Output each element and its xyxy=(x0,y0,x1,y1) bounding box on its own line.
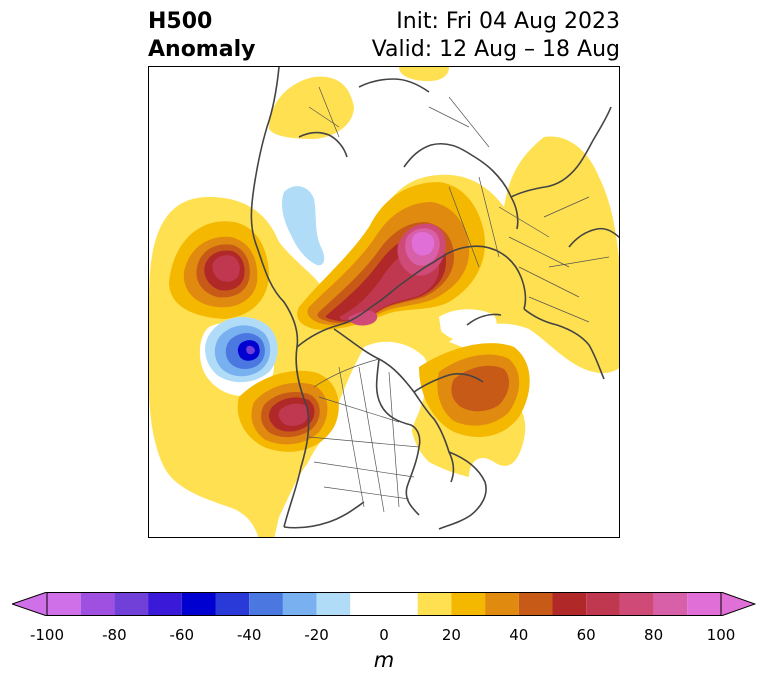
coastlines xyxy=(250,67,619,530)
colorbar-bin xyxy=(350,592,418,616)
colorbar-tick-label: 80 xyxy=(644,626,664,644)
colorbar xyxy=(10,591,757,617)
colorbar-bin xyxy=(586,592,620,616)
colorbar-tick-label: -80 xyxy=(102,626,127,644)
colorbar-bin xyxy=(451,592,486,616)
colorbar-bin xyxy=(619,592,654,616)
colorbar-bin xyxy=(47,592,81,616)
colorbar-bin xyxy=(552,592,587,616)
title-right: Init: Fri 04 Aug 2023 Valid: 12 Aug – 18… xyxy=(372,8,620,64)
title-field: Anomaly xyxy=(148,37,256,62)
colorbar-tick-label: -60 xyxy=(169,626,195,644)
colorbar-unit-label: m xyxy=(373,648,395,672)
colorbar-tick-label: -20 xyxy=(304,626,329,644)
colorbar-bin xyxy=(518,592,553,616)
colorbar-tick-label: 0 xyxy=(379,626,389,644)
init-date: Init: Fri 04 Aug 2023 xyxy=(396,9,620,34)
contour-fill-90 xyxy=(411,232,435,256)
colorbar-bin xyxy=(215,592,250,616)
colorbar-tick-label: 100 xyxy=(706,626,736,644)
colorbar-tick-label: 20 xyxy=(441,626,461,644)
valid-range: Valid: 12 Aug – 18 Aug xyxy=(371,37,620,62)
colorbar-extend-high xyxy=(720,591,757,617)
colorbar-bin xyxy=(316,592,351,616)
colorbar-bin xyxy=(80,592,115,616)
title-variable: H500 xyxy=(148,9,213,34)
colorbar-bin xyxy=(485,592,519,616)
colorbar-tick-label: 40 xyxy=(509,626,529,644)
anomaly-map xyxy=(148,66,620,538)
colorbar-bin xyxy=(114,592,149,616)
colorbar-extend-low xyxy=(10,591,48,617)
colorbar-outline xyxy=(46,592,722,616)
colorbar-bin xyxy=(249,592,283,616)
colorbar-bin xyxy=(181,592,216,616)
contour-fill-neg80 xyxy=(246,345,255,355)
colorbar-bin xyxy=(653,592,688,616)
colorbar-tick-label: -100 xyxy=(29,626,65,644)
map-svg xyxy=(149,67,619,537)
political-borders xyxy=(308,86,610,513)
title-left: H500 Anomaly xyxy=(148,8,255,64)
colorbar-bin xyxy=(282,592,317,616)
colorbar-tick-label: -40 xyxy=(236,626,262,644)
colorbar-tick-label: 60 xyxy=(576,626,596,644)
colorbar-bin xyxy=(687,592,721,616)
colorbar-bin xyxy=(148,592,182,616)
colorbar-svg xyxy=(10,591,757,617)
colorbar-bin xyxy=(417,592,452,616)
